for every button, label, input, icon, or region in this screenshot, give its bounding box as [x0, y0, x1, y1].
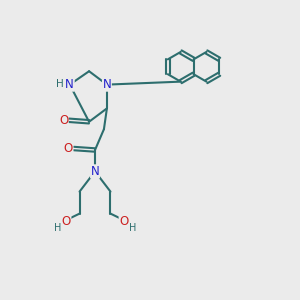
Text: H: H: [129, 224, 136, 233]
Text: H: H: [54, 224, 61, 233]
Text: H: H: [56, 79, 64, 89]
Text: O: O: [59, 114, 68, 127]
Text: O: O: [119, 215, 128, 228]
Text: O: O: [61, 215, 71, 228]
Text: N: N: [103, 78, 111, 91]
Text: N: N: [91, 165, 99, 178]
Text: N: N: [65, 78, 74, 91]
Text: O: O: [64, 142, 73, 155]
